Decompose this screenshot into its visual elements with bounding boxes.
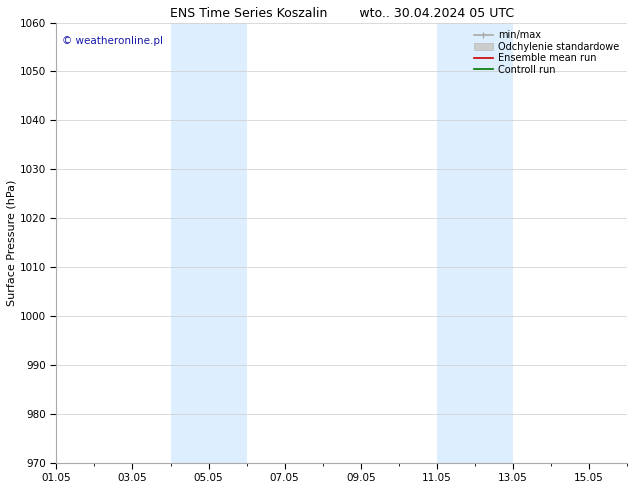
- Bar: [171, 23, 247, 463]
- Y-axis label: Surface Pressure (hPa): Surface Pressure (hPa): [7, 179, 17, 306]
- Bar: [437, 23, 513, 463]
- Legend: min/max, Odchylenie standardowe, Ensemble mean run, Controll run: min/max, Odchylenie standardowe, Ensembl…: [471, 27, 622, 77]
- Text: © weatheronline.pl: © weatheronline.pl: [62, 36, 163, 46]
- Title: ENS Time Series Koszalin        wto.. 30.04.2024 05 UTC: ENS Time Series Koszalin wto.. 30.04.202…: [170, 7, 514, 20]
